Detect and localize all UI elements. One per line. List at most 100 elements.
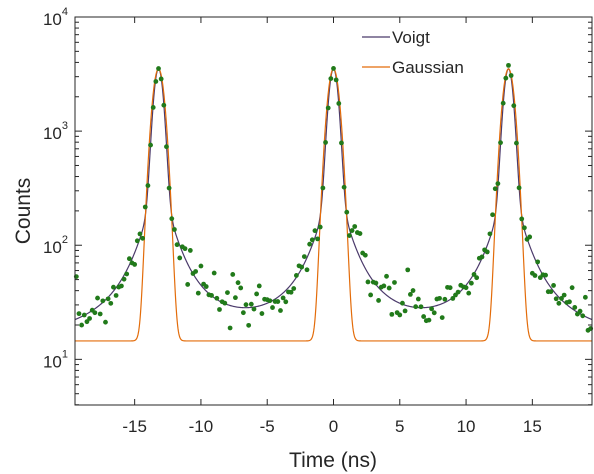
y-tick-label: 102 xyxy=(43,234,68,257)
x-tick-label: 10 xyxy=(457,417,476,436)
data-point xyxy=(556,300,562,306)
data-point xyxy=(275,299,281,304)
data-point xyxy=(254,291,260,297)
data-points-layer xyxy=(73,62,594,333)
data-point xyxy=(407,291,413,297)
data-point xyxy=(209,293,214,298)
data-point xyxy=(158,76,164,82)
data-point xyxy=(79,322,85,328)
data-point xyxy=(121,276,127,282)
data-point xyxy=(126,256,132,262)
data-point xyxy=(463,285,469,291)
data-point xyxy=(182,246,188,252)
data-point xyxy=(240,310,246,316)
data-point xyxy=(164,144,169,150)
data-point xyxy=(551,283,556,288)
data-point xyxy=(381,283,387,289)
data-point xyxy=(339,140,344,146)
data-point xyxy=(349,228,355,233)
data-point xyxy=(259,311,265,316)
data-point xyxy=(97,311,103,317)
x-tick-label: -5 xyxy=(260,417,275,436)
data-point xyxy=(113,293,119,298)
data-point xyxy=(304,267,310,273)
data-point xyxy=(174,242,180,248)
data-point xyxy=(95,295,100,301)
data-point xyxy=(331,66,336,71)
data-point xyxy=(365,279,371,285)
data-point xyxy=(203,284,209,289)
data-point xyxy=(92,310,98,316)
data-point xyxy=(397,312,403,318)
y-tick-label: 103 xyxy=(43,120,68,143)
data-point xyxy=(137,231,143,237)
data-point xyxy=(87,316,92,321)
data-point xyxy=(521,225,527,231)
data-point xyxy=(572,305,578,310)
data-point xyxy=(492,186,498,192)
data-point xyxy=(299,264,305,270)
data-point xyxy=(495,181,501,187)
data-point xyxy=(309,237,315,243)
data-point xyxy=(580,313,586,319)
data-point xyxy=(559,296,564,301)
data-point xyxy=(156,66,161,71)
data-point xyxy=(548,289,554,295)
data-point xyxy=(392,280,397,285)
data-point xyxy=(500,100,506,106)
data-point xyxy=(421,314,427,319)
data-point xyxy=(100,298,106,304)
data-point xyxy=(84,319,90,325)
data-point xyxy=(161,102,167,108)
data-point xyxy=(344,209,350,215)
data-point xyxy=(386,285,392,291)
data-point xyxy=(415,296,421,302)
data-point xyxy=(280,295,286,301)
data-point xyxy=(447,285,453,291)
data-point xyxy=(561,292,567,298)
data-point xyxy=(336,101,342,106)
data-point xyxy=(217,307,222,312)
x-tick-label: 5 xyxy=(395,417,404,436)
x-tick-label: -10 xyxy=(189,417,214,436)
data-point xyxy=(153,79,159,84)
data-point xyxy=(410,288,416,293)
data-point xyxy=(582,294,588,300)
data-point xyxy=(426,317,432,323)
data-point xyxy=(211,270,217,276)
data-point xyxy=(532,273,538,278)
data-point xyxy=(333,77,339,83)
data-point xyxy=(466,290,472,296)
data-point xyxy=(111,284,116,290)
data-point xyxy=(140,235,146,241)
data-point xyxy=(142,204,148,210)
x-axis-ticks: -15 -10 -5 0 5 10 15 xyxy=(122,17,542,436)
data-point xyxy=(490,212,495,218)
data-point xyxy=(429,306,434,312)
data-point xyxy=(402,308,408,314)
data-point xyxy=(238,285,244,291)
data-point xyxy=(498,140,503,146)
data-point xyxy=(193,269,199,274)
data-point xyxy=(225,290,230,295)
data-point xyxy=(450,296,456,301)
data-point xyxy=(553,296,559,302)
data-point xyxy=(251,306,257,312)
data-point xyxy=(471,272,477,277)
data-point xyxy=(317,224,323,230)
data-point xyxy=(479,254,485,260)
data-point xyxy=(376,298,381,303)
data-point xyxy=(230,272,236,277)
y-axis-ticks: 101 102 103 104 xyxy=(43,6,592,406)
data-point xyxy=(278,308,283,313)
data-point xyxy=(347,233,352,238)
legend-label-voigt: Voigt xyxy=(392,28,430,47)
data-point xyxy=(103,319,108,325)
data-point xyxy=(384,273,389,279)
data-point xyxy=(527,234,533,240)
data-point xyxy=(227,325,233,331)
x-tick-label: 0 xyxy=(329,417,338,436)
data-point xyxy=(431,310,437,316)
data-point xyxy=(288,289,294,295)
data-point xyxy=(511,103,517,109)
